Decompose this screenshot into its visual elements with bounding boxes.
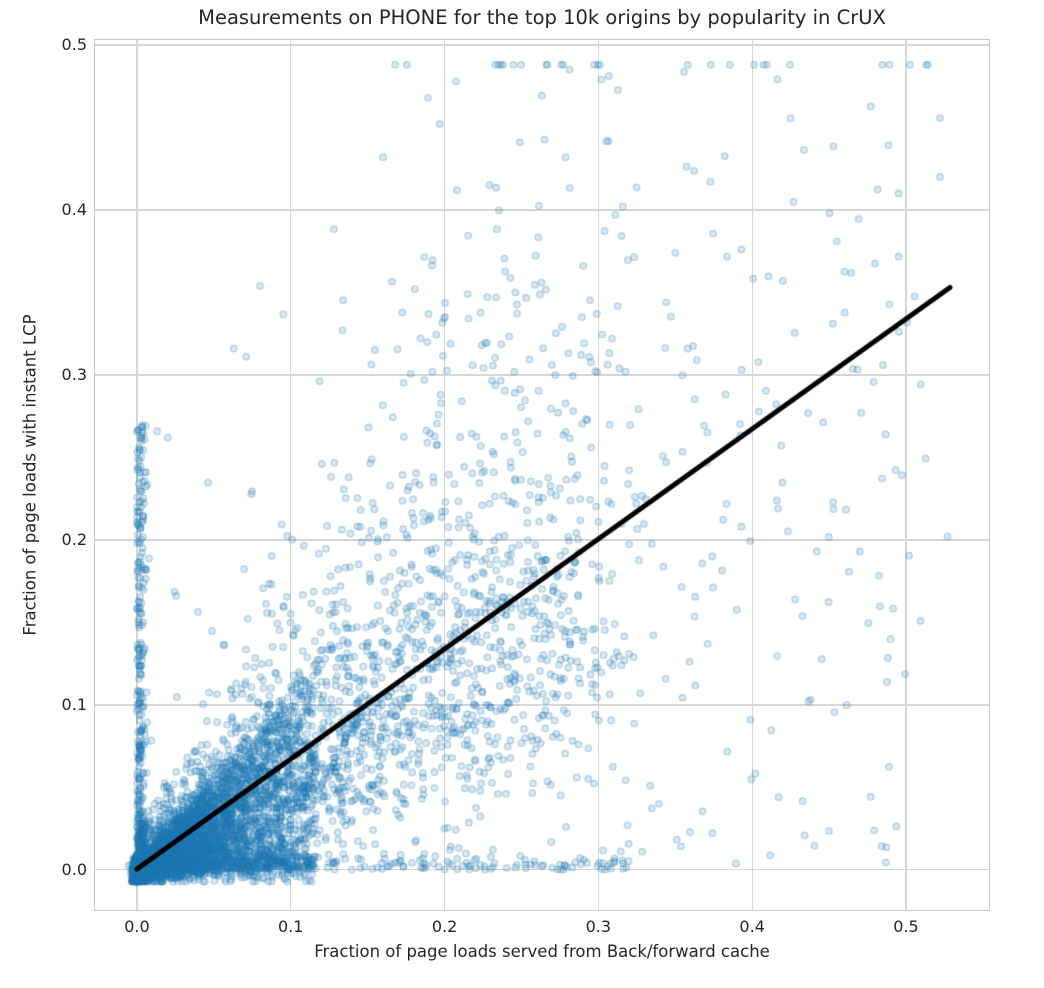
x-tick-label: 0.0 bbox=[124, 917, 150, 936]
x-tick-label: 0.3 bbox=[585, 917, 612, 936]
x-tick-label: 0.2 bbox=[431, 917, 458, 936]
y-tick-label: 0.5 bbox=[61, 34, 87, 54]
x-tick-label: 0.5 bbox=[893, 917, 919, 936]
plot-area bbox=[94, 39, 990, 911]
y-tick-label: 0.3 bbox=[61, 364, 87, 384]
y-axis-label: Fraction of page loads with instant LCP bbox=[20, 314, 40, 636]
y-tick-label: 0.1 bbox=[61, 694, 87, 714]
x-axis-label: Fraction of page loads served from Back/… bbox=[314, 942, 770, 961]
scatter-plot-canvas bbox=[95, 40, 989, 910]
y-tick-label: 0.4 bbox=[61, 199, 87, 219]
x-tick-label: 0.1 bbox=[278, 917, 304, 936]
y-tick-label: 0.0 bbox=[61, 859, 87, 879]
chart-title: Measurements on PHONE for the top 10k or… bbox=[198, 6, 886, 29]
x-tick-label: 0.4 bbox=[739, 917, 765, 936]
y-tick-label: 0.2 bbox=[61, 529, 87, 549]
